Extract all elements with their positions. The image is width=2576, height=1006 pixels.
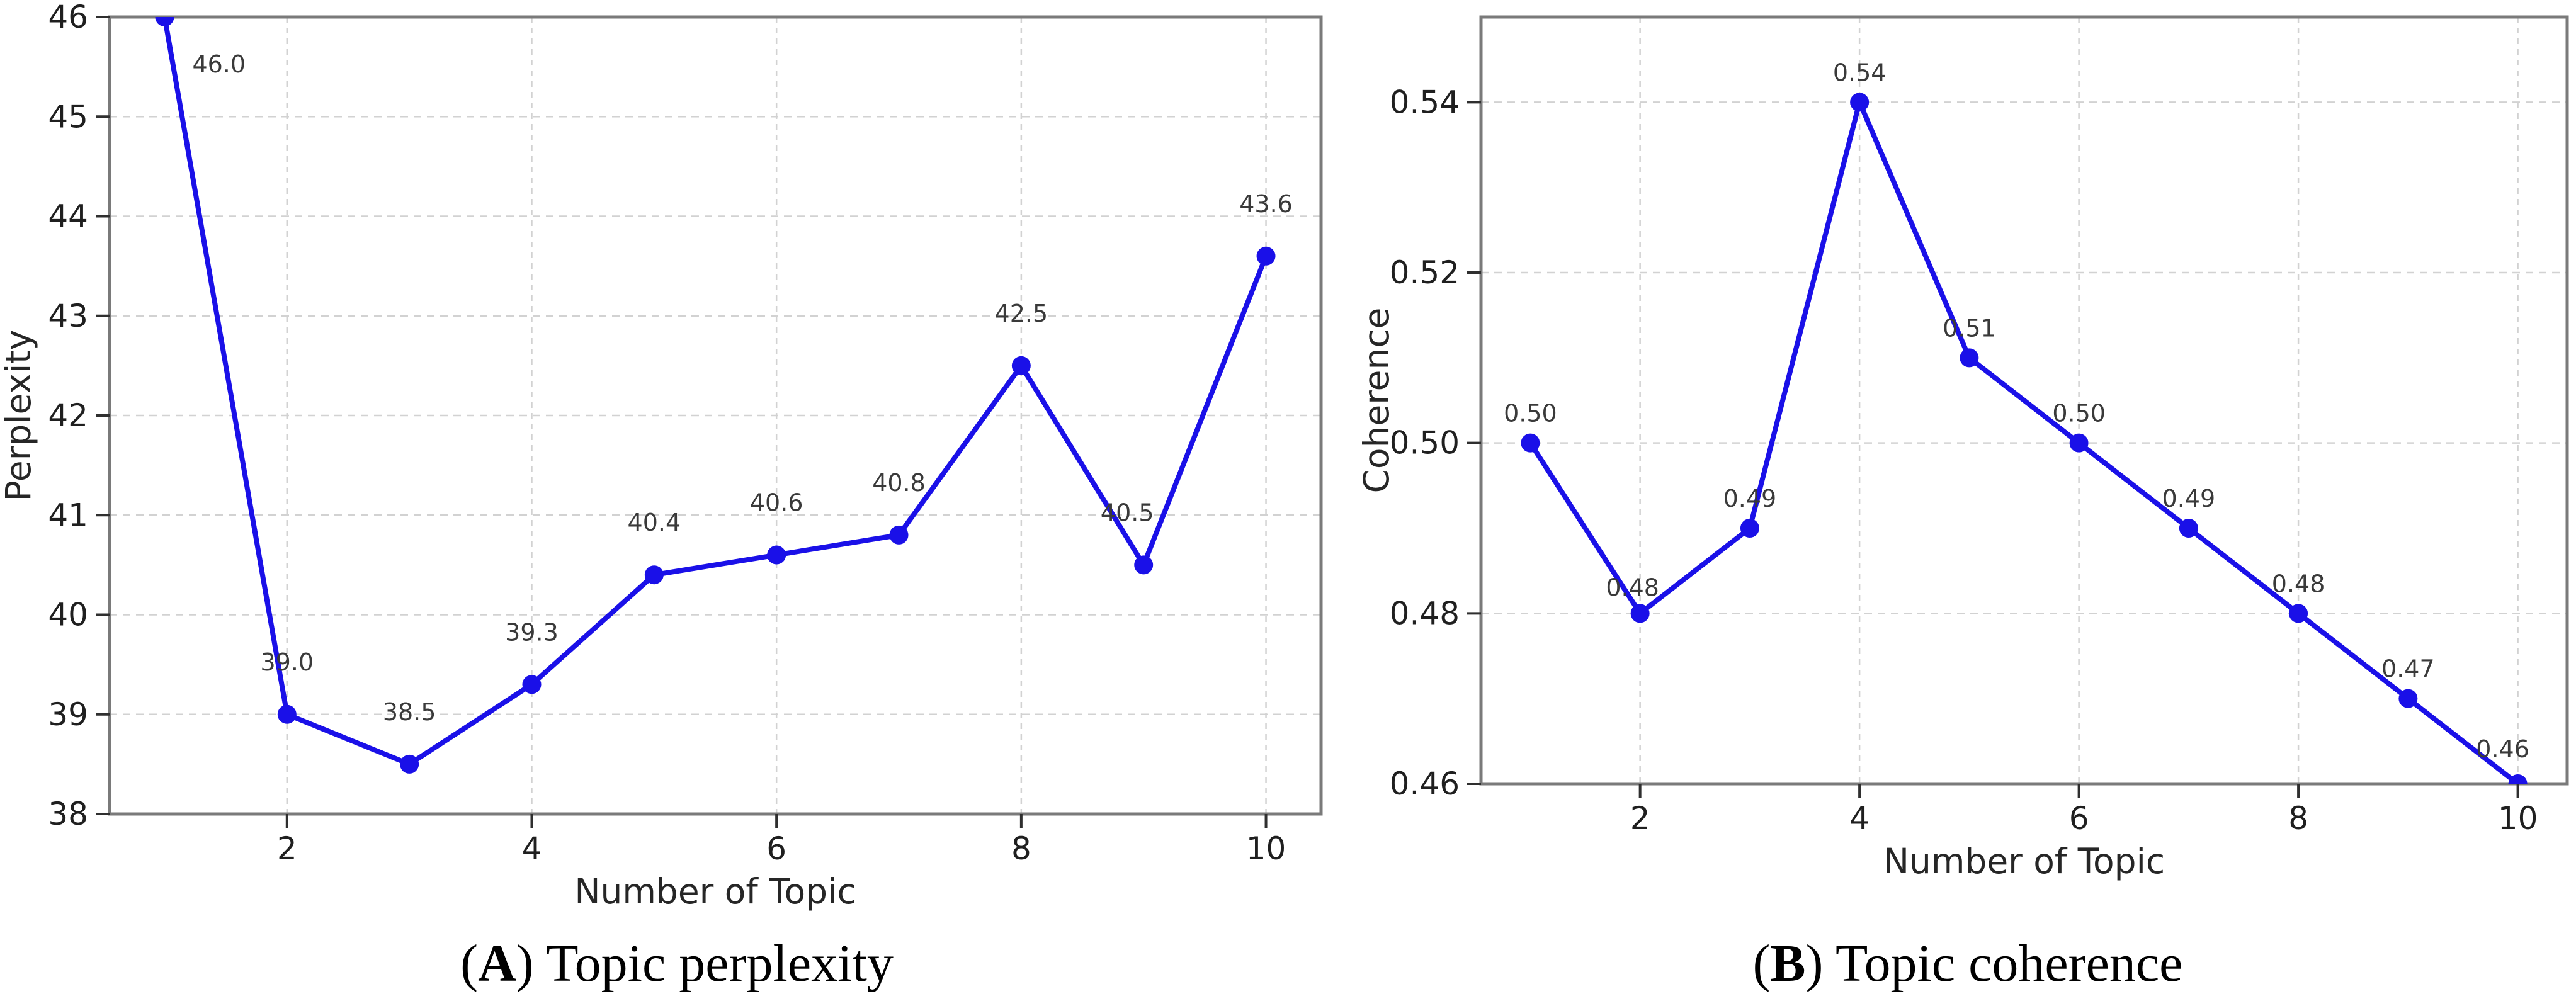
x-tick-label: 6 (2069, 800, 2089, 837)
data-point (767, 545, 786, 565)
data-point (2289, 604, 2308, 623)
data-point-label: 0.48 (1606, 574, 1659, 601)
y-tick-label: 44 (48, 198, 88, 235)
y-tick-label: 46 (48, 0, 88, 35)
x-tick-label: 8 (2288, 800, 2308, 837)
data-point-label: 39.0 (260, 648, 314, 676)
data-point-label: 46.0 (192, 50, 246, 78)
caption-a-open-paren: ( (460, 934, 478, 993)
data-point-label: 0.51 (1943, 314, 1996, 342)
data-point-label: 0.48 (2272, 570, 2325, 597)
data-point-label: 40.4 (628, 509, 681, 536)
y-tick-label: 43 (48, 298, 88, 334)
y-tick-label: 0.48 (1390, 595, 1460, 631)
data-point-label: 42.5 (995, 300, 1048, 327)
caption-panel-a: (A) Topic perplexity (460, 934, 894, 993)
y-tick-label: 41 (48, 497, 88, 533)
data-point-label: 40.5 (1101, 499, 1154, 526)
x-axis-title: Number of Topic (574, 871, 856, 912)
plot-border (108, 15, 1323, 816)
x-tick-label: 4 (1849, 800, 1870, 837)
data-series (1521, 93, 2528, 784)
data-point-label: 40.8 (872, 469, 926, 497)
data-point (644, 565, 664, 585)
x-tick-label: 10 (2498, 800, 2538, 837)
y-tick-label: 45 (48, 98, 88, 135)
data-point (1630, 604, 1650, 623)
data-point (2508, 774, 2528, 784)
y-tick-label: 38 (48, 796, 88, 832)
data-point (1850, 93, 1870, 112)
coherence-chart-panel: 2 4 6 8 10 0.46 0.48 0.50 0.52 0.54 Number of Topi… (1356, 15, 2569, 881)
data-point (1134, 555, 1154, 575)
data-series (155, 17, 1276, 774)
data-point (2398, 689, 2418, 708)
y-tick-label: 40 (48, 597, 88, 633)
caption-b-text: ) Topic coherence (1806, 934, 2183, 993)
data-point-label: 38.5 (383, 698, 436, 726)
y-tick-label: 42 (48, 397, 88, 434)
data-point (1960, 348, 1979, 368)
y-tick-label: 0.52 (1390, 254, 1460, 291)
caption-panel-b: (B) Topic coherence (1753, 934, 2183, 993)
x-tick-label: 6 (766, 830, 786, 867)
data-point (1521, 433, 1540, 453)
data-point (1740, 519, 1759, 538)
data-point-label: 0.46 (2476, 735, 2529, 763)
data-point (155, 17, 174, 26)
data-point-label: 0.49 (2162, 485, 2216, 512)
data-point (1011, 356, 1031, 375)
x-axis-title: Number of Topic (1883, 841, 2165, 881)
data-point (400, 754, 419, 774)
x-tick-label: 8 (1011, 830, 1031, 867)
data-point-label: 0.54 (1833, 59, 1887, 86)
plot-border (1479, 15, 2569, 786)
x-tick-label: 2 (277, 830, 297, 867)
data-point-label: 40.6 (750, 489, 803, 517)
y-tick-label: 0.50 (1390, 425, 1460, 461)
data-point-label: 0.50 (2052, 400, 2106, 427)
data-point (277, 704, 297, 724)
data-point-label: 0.49 (1723, 485, 1777, 512)
data-point-label: 0.47 (2381, 655, 2435, 683)
x-tick-label: 4 (522, 830, 542, 867)
data-point (522, 675, 542, 694)
data-point (1256, 246, 1276, 266)
caption-a-letter: A (478, 934, 516, 993)
data-point-label: 39.3 (505, 618, 559, 646)
y-axis-title: Coherence (1356, 308, 1397, 494)
data-point (2179, 519, 2198, 538)
caption-b-open-paren: ( (1753, 934, 1771, 993)
data-point (2069, 433, 2089, 453)
x-tick-label: 10 (1246, 830, 1286, 867)
data-point-label: 0.50 (1504, 400, 1557, 427)
caption-b-letter: B (1771, 934, 1806, 993)
data-line (1528, 99, 2520, 784)
y-axis-title: Perplexity (0, 330, 38, 502)
y-tick-label: 0.54 (1390, 84, 1460, 120)
data-point-label: 43.6 (1239, 190, 1293, 218)
y-tick-label: 0.46 (1390, 766, 1460, 802)
x-tick-label: 2 (1630, 800, 1650, 837)
data-line (162, 17, 1269, 767)
data-point (889, 525, 909, 545)
caption-a-text: ) Topic perplexity (516, 934, 894, 993)
y-tick-label: 39 (48, 696, 88, 733)
